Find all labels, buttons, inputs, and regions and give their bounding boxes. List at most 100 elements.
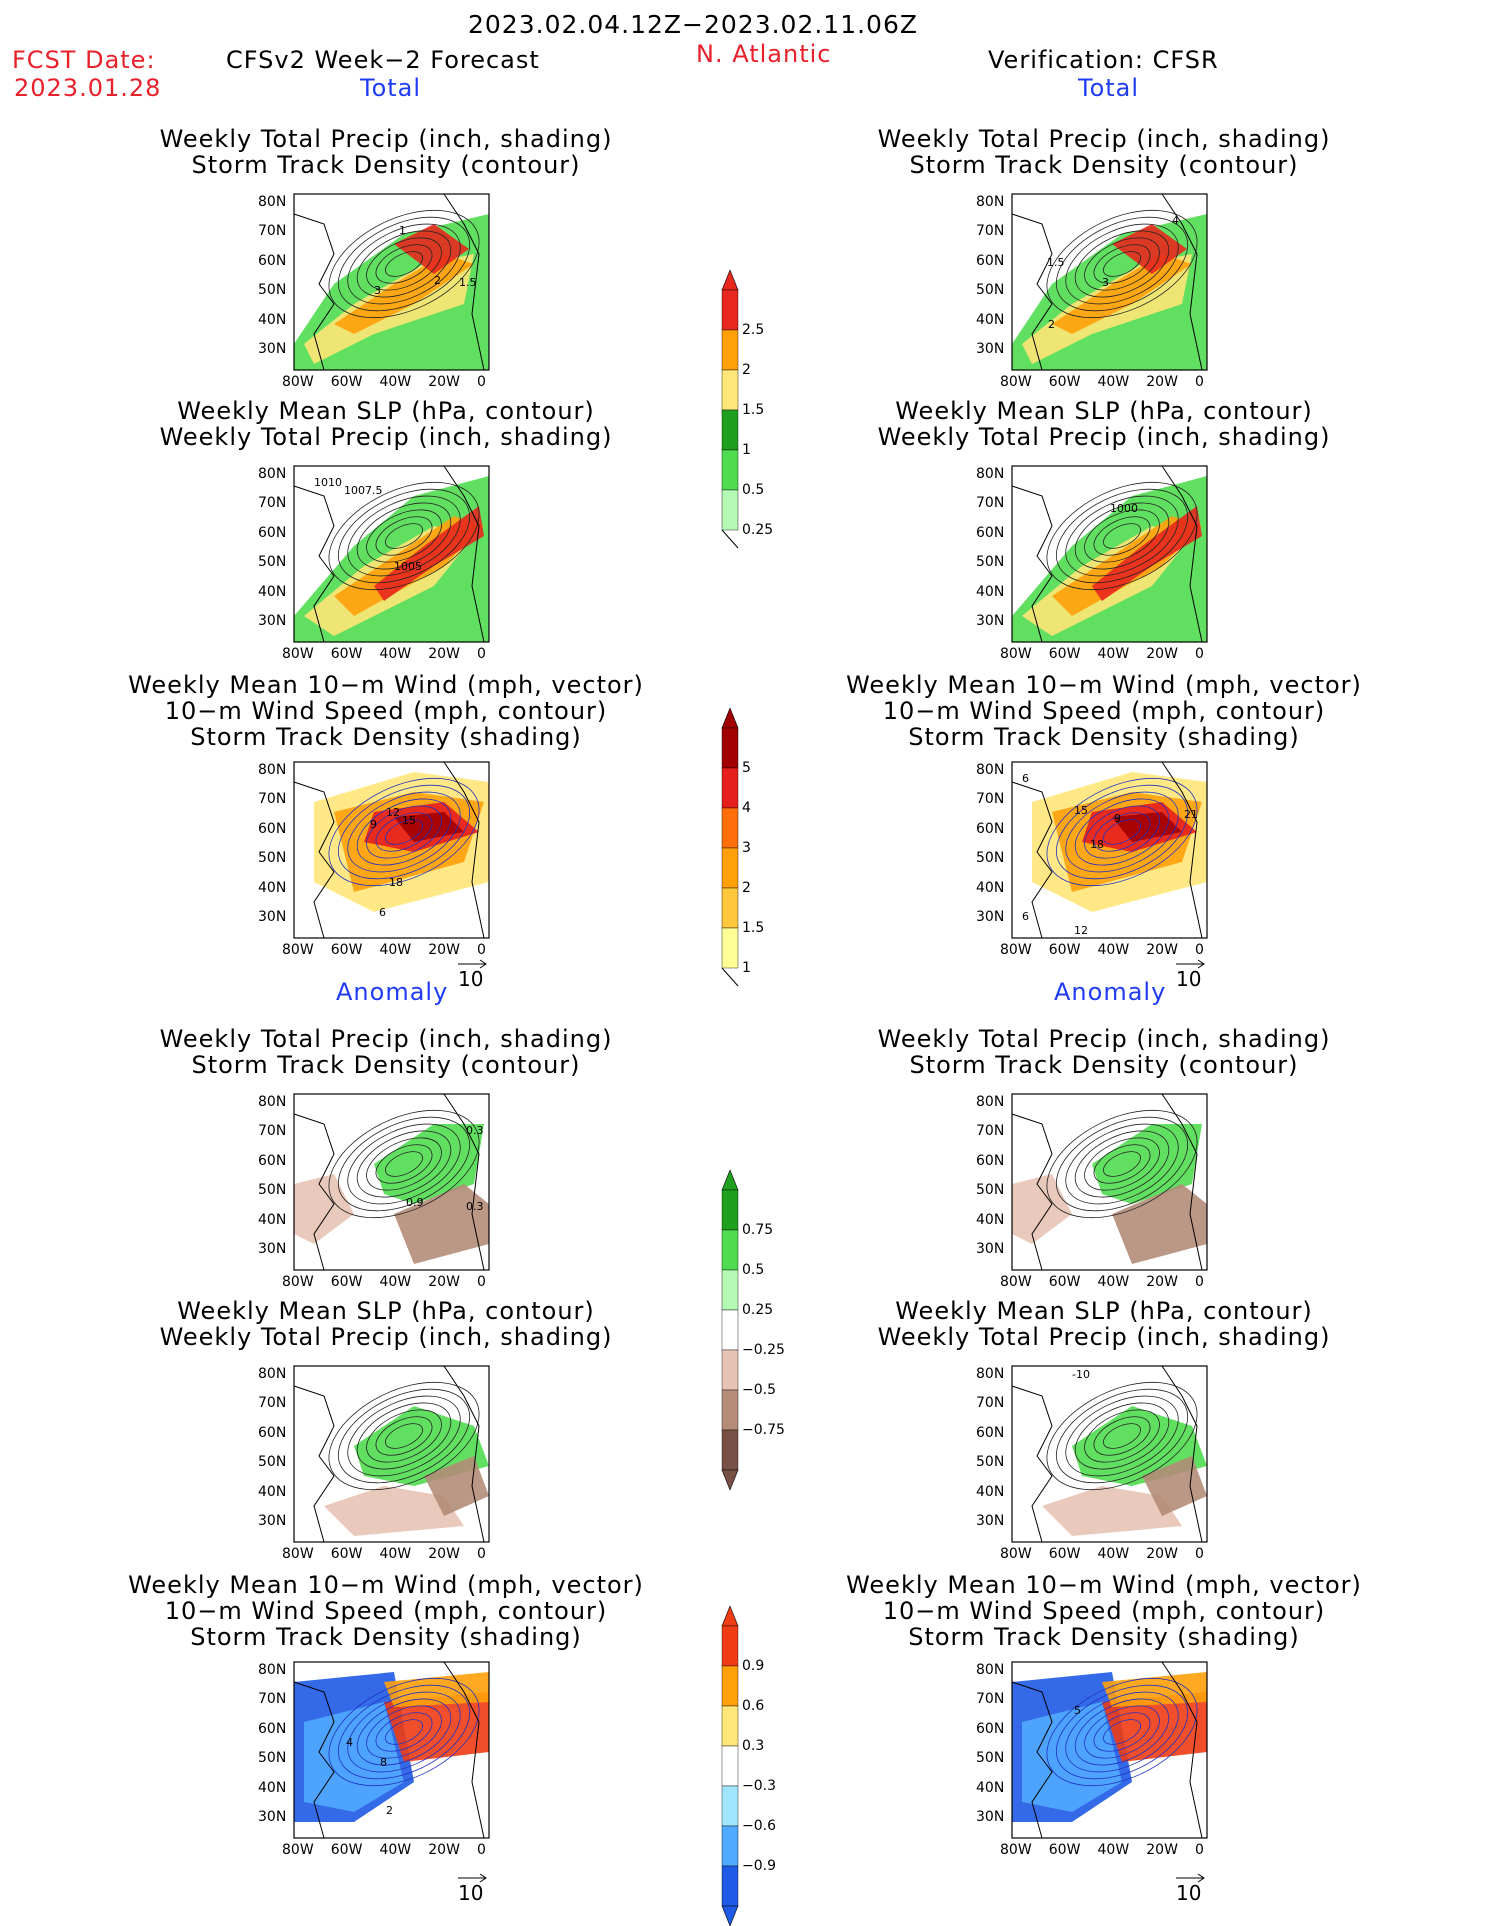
vector-reference-icon: 10 (458, 1873, 487, 1905)
lat-tick-label: 80N (258, 1366, 287, 1382)
contour-label-r3: 12 (1074, 924, 1088, 937)
lon-tick-label: 40W (1097, 1842, 1130, 1858)
lon-tick-label: 80W (1000, 374, 1032, 390)
lat-tick-label: 40N (976, 1779, 1005, 1796)
lon-tick-label: 80W (282, 1546, 314, 1562)
lon-tick-label: 60W (330, 1842, 363, 1858)
lat-tick-label: 50N (976, 282, 1005, 299)
contour-label-r6: 5 (1074, 1704, 1081, 1717)
lon-tick-label: 20W (1146, 1546, 1178, 1562)
lon-tick-label: 80W (282, 942, 314, 958)
lat-tick-label: 50N (976, 850, 1005, 867)
lat-tick-label: 80N (258, 1662, 287, 1678)
lon-tick-label: 0 (1195, 646, 1204, 662)
map-panel-r6: 5 (1011, 1661, 1208, 1839)
lon-tick-label: 0 (477, 646, 486, 662)
lat-tick-label: 70N (258, 495, 287, 512)
colorbar-tick-label: 4 (742, 800, 751, 816)
panel-title-r1: Weekly Total Precip (inch, shading) Storm… (877, 125, 1331, 179)
lon-tick-label: 40W (379, 374, 412, 390)
contour-label-l2: 1010 (314, 476, 342, 489)
contour-label-l3: 15 (402, 814, 416, 827)
lat-tick-label: 60N (976, 252, 1005, 269)
colorbar-tick-label: 1.5 (742, 920, 765, 936)
contour-label-r3: 15 (1074, 804, 1088, 817)
lon-tick-label: 40W (379, 1274, 412, 1290)
lon-tick-label: 20W (428, 1842, 460, 1858)
lon-tick-label: 40W (1097, 374, 1130, 390)
panel-title-l1: Weekly Total Precip (inch, shading) Storm… (159, 125, 613, 179)
colorbar-tick-label: −0.75 (742, 1422, 785, 1438)
lat-tick-label: 80N (258, 466, 287, 482)
contour-label-l1: 3 (374, 284, 381, 297)
lat-tick-label: 30N (258, 613, 287, 629)
colorbar-tick-label: −0.6 (742, 1818, 776, 1834)
fcst-date-label: FCST Date: (12, 46, 156, 74)
contour-label-r5: -10 (1072, 1368, 1090, 1381)
lat-tick-label: 70N (258, 791, 287, 808)
colorbar-tick-label: 0.75 (742, 1222, 774, 1238)
contour-label-l1: 2 (434, 274, 441, 287)
lat-tick-label: 40N (258, 1779, 287, 1796)
lat-tick-label: 70N (976, 1395, 1005, 1412)
lat-tick-label: 30N (976, 1809, 1005, 1825)
lat-tick-label: 50N (258, 554, 287, 571)
lat-tick-label: 80N (258, 762, 287, 778)
lon-tick-label: 60W (330, 646, 363, 662)
contour-label-l4: 0.3 (466, 1200, 484, 1213)
map-panel-r1: 4 1.5 3 2 (1011, 193, 1208, 371)
lon-tick-label: 0 (477, 1274, 486, 1290)
colorbar-tick-label: 2 (742, 880, 751, 896)
colorbar-precip_total (721, 269, 739, 549)
lon-tick-label: 0 (477, 374, 486, 390)
lon-tick-label: 60W (1048, 1546, 1081, 1562)
contour-label-r1: 4 (1172, 214, 1179, 227)
lon-tick-label: 60W (1048, 646, 1081, 662)
lat-tick-label: 80N (976, 762, 1005, 778)
lon-tick-label: 80W (1000, 1842, 1032, 1858)
panel-title-l4: Weekly Total Precip (inch, shading) Storm… (159, 1025, 613, 1079)
lon-tick-label: 40W (379, 1546, 412, 1562)
lon-tick-label: 20W (428, 374, 460, 390)
colorbar-tick-label: −0.25 (742, 1342, 785, 1358)
contour-label-l3: 9 (370, 818, 377, 831)
lat-tick-label: 50N (976, 1750, 1005, 1767)
lon-tick-label: 40W (1097, 942, 1130, 958)
lat-tick-label: 50N (258, 850, 287, 867)
contour-label-l4: 0.9 (406, 1196, 424, 1209)
left-anomaly-label: Anomaly (336, 978, 449, 1006)
fcst-date-value: 2023.01.28 (14, 74, 162, 102)
map-panel-r4 (1011, 1093, 1208, 1271)
lat-tick-label: 50N (976, 1182, 1005, 1199)
contour-label-r1: 1.5 (1047, 256, 1065, 269)
panel-title-l3: Weekly Mean 10−m Wind (mph, vector) 10−m … (128, 671, 644, 751)
lon-tick-label: 0 (1195, 374, 1204, 390)
lon-tick-label: 60W (330, 942, 363, 958)
lon-tick-label: 60W (1048, 942, 1081, 958)
lon-tick-label: 0 (477, 942, 486, 958)
lon-tick-label: 40W (1097, 1546, 1130, 1562)
vector-reference-icon: 10 (1176, 959, 1205, 991)
right-total-label: Total (1078, 74, 1140, 102)
lon-tick-label: 0 (477, 1546, 486, 1562)
lon-tick-label: 40W (379, 1842, 412, 1858)
contour-label-l3: 12 (386, 806, 400, 819)
lat-tick-label: 60N (976, 1720, 1005, 1737)
lat-tick-label: 60N (258, 1720, 287, 1737)
vector-reference-icon: 10 (458, 959, 487, 991)
lat-tick-label: 40N (258, 1211, 287, 1228)
contour-label-l4: 0.3 (466, 1124, 484, 1137)
lon-tick-label: 80W (282, 1274, 314, 1290)
lon-tick-label: 40W (1097, 646, 1130, 662)
lat-tick-label: 30N (976, 909, 1005, 925)
lon-tick-label: 80W (1000, 1546, 1032, 1562)
lat-tick-label: 50N (976, 554, 1005, 571)
lat-tick-label: 60N (258, 1152, 287, 1169)
panel-title-r3: Weekly Mean 10−m Wind (mph, vector) 10−m … (846, 671, 1362, 751)
map-panel-l6: 4 8 2 (293, 1661, 490, 1839)
model-title: CFSv2 Week−2 Forecast (226, 46, 540, 74)
vector-reference-value: 10 (458, 1881, 483, 1905)
lat-tick-label: 60N (976, 1152, 1005, 1169)
